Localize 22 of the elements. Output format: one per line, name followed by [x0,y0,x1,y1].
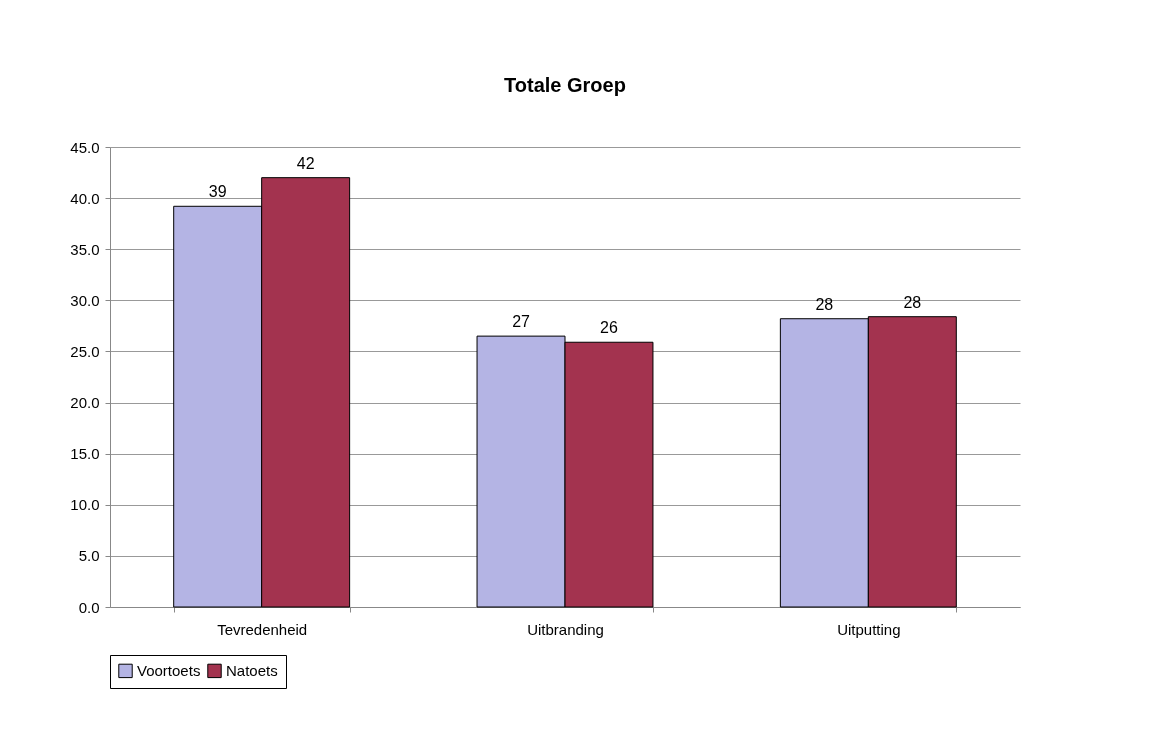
data-label: 28 [815,295,834,313]
y-tick-label: 30.0 [70,291,100,309]
data-label: 39 [208,183,227,201]
legend-label: Natoets [226,661,278,679]
x-tick-label: Uitbranding [527,620,604,638]
x-tick-label: Uitputting [837,620,901,638]
y-tick-label: 15.0 [70,445,100,463]
x-tick-label: Tevredenheid [217,620,308,638]
legend-label: Voortoets [137,661,201,679]
y-tick-label: 20.0 [70,394,100,412]
y-tick-label: 25.0 [70,342,100,360]
y-tick-label: 10.0 [70,496,100,514]
y-tick-label: 45.0 [70,138,100,156]
y-tick-label: 40.0 [70,189,100,207]
data-label: 27 [512,313,531,331]
data-label: 26 [600,319,618,337]
data-label: 28 [903,293,922,311]
chart-title: Totale Groep [504,74,626,96]
y-tick-label: 5.0 [78,547,100,565]
data-label: 42 [296,154,315,172]
y-tick-label: 0.0 [78,598,100,616]
y-tick-label: 35.0 [70,240,100,258]
